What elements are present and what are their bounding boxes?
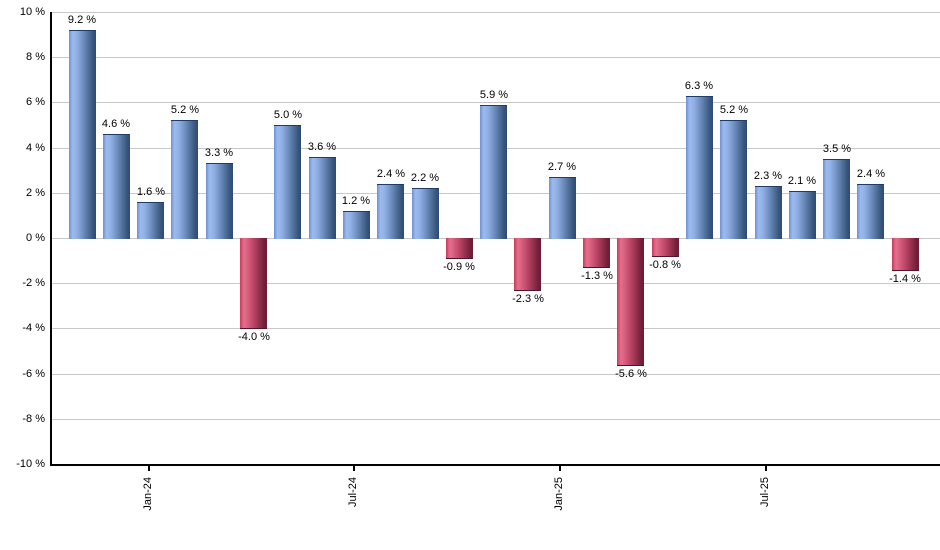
bar-positive <box>171 120 198 239</box>
y-axis-tick-label: 2 % <box>26 187 45 199</box>
gridline <box>52 374 940 375</box>
bar-positive <box>309 157 336 239</box>
y-axis-tick-label: -6 % <box>22 368 45 380</box>
bar-negative <box>617 238 644 366</box>
bar-positive <box>480 105 507 239</box>
y-axis-tick-label: 6 % <box>26 96 45 108</box>
bar-positive <box>137 202 164 239</box>
bar-negative <box>446 238 473 259</box>
x-axis-tick-label: Jul-25 <box>759 477 771 507</box>
bar-value-label: 2.1 % <box>787 175 817 187</box>
y-axis-tick-label: -2 % <box>22 277 45 289</box>
y-axis-tick-label: 10 % <box>19 6 45 18</box>
bar-positive <box>720 120 747 239</box>
y-axis: 10 % 8 % 6 % 4 % 2 % 0 % -2 % -4 % -6 % -8 % -10 % <box>0 6 45 470</box>
y-axis-tick-label: -4 % <box>22 322 45 334</box>
bar-positive <box>686 96 713 239</box>
bar-value-label: -0.8 % <box>649 259 681 271</box>
bar-positive <box>549 177 576 239</box>
x-axis-tick-mark <box>148 466 150 471</box>
bar-value-label: -4.0 % <box>238 331 270 343</box>
bar-negative <box>892 238 919 271</box>
x-axis-tick-label: Jan-25 <box>553 477 565 511</box>
bar-positive <box>412 188 439 239</box>
bar-positive <box>755 186 782 239</box>
bar-value-label: 2.7 % <box>547 161 577 173</box>
bar-value-label: 1.6 % <box>136 186 166 198</box>
bar-value-label: 3.6 % <box>307 141 337 153</box>
gridline <box>52 102 940 103</box>
bar-value-label: 2.4 % <box>856 168 886 180</box>
bar-value-label: -1.4 % <box>889 273 921 285</box>
bar-value-label: 6.3 % <box>684 80 714 92</box>
gridline <box>52 12 940 13</box>
bar-negative <box>240 238 267 329</box>
x-axis-tick-mark <box>765 466 767 471</box>
bar-value-label: -2.3 % <box>512 293 544 305</box>
bar-value-label: 2.3 % <box>753 170 783 182</box>
bar-positive <box>789 191 816 239</box>
y-axis-tick-label: -8 % <box>22 413 45 425</box>
x-axis-tick-label: Jul-24 <box>347 477 359 507</box>
bar-positive <box>857 184 884 239</box>
plot-area: 9.2 % 4.6 % 1.6 % 5.2 % 3.3 % -4.0 % 5.0 % 3.6 … <box>50 12 940 466</box>
bar-value-label: 5.2 % <box>719 104 749 116</box>
bar-value-label: 5.9 % <box>479 89 509 101</box>
gridline <box>52 419 940 420</box>
bar-value-label: -0.9 % <box>443 261 475 273</box>
bar-positive <box>103 134 130 239</box>
bar-value-label: 5.0 % <box>273 109 303 121</box>
bar-positive <box>69 30 96 239</box>
x-axis: Jan-24 Jul-24 Jan-25 Jul-25 <box>50 466 938 550</box>
bar-value-label: 9.2 % <box>67 14 97 26</box>
gridline <box>52 328 940 329</box>
bar-value-label: 3.3 % <box>204 147 234 159</box>
bar-positive <box>274 125 301 239</box>
bar-negative <box>652 238 679 257</box>
bar-positive <box>343 211 370 239</box>
bar-value-label: 3.5 % <box>822 143 852 155</box>
bar-value-label: 4.6 % <box>101 118 131 130</box>
x-axis-tick-label: Jan-24 <box>142 477 154 511</box>
y-axis-tick-label: -10 % <box>16 458 45 470</box>
bar-value-label: 1.2 % <box>341 195 371 207</box>
x-axis-tick-mark <box>353 466 355 471</box>
bar-value-label: 2.4 % <box>376 168 406 180</box>
x-axis-tick-mark <box>559 466 561 471</box>
bar-positive <box>377 184 404 239</box>
y-axis-tick-label: 8 % <box>26 51 45 63</box>
bar-value-label: 2.2 % <box>410 172 440 184</box>
y-axis-tick-label: 0 % <box>26 232 45 244</box>
bar-negative <box>514 238 541 291</box>
bar-positive <box>823 159 850 239</box>
y-axis-tick-label: 4 % <box>26 142 45 154</box>
bar-value-label: -1.3 % <box>581 270 613 282</box>
bar-negative <box>583 238 610 268</box>
bar-value-label: -5.6 % <box>615 368 647 380</box>
gridline <box>52 283 940 284</box>
bar-positive <box>206 163 233 239</box>
gridline <box>52 57 940 58</box>
bar-value-label: 5.2 % <box>170 104 200 116</box>
